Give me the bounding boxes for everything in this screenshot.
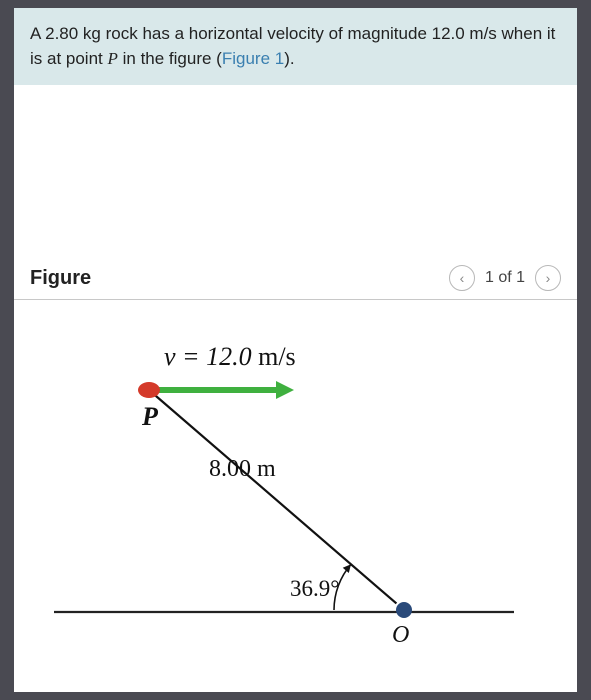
problem-text-suffix: ).: [284, 49, 294, 68]
distance-label: 8.00 m: [209, 456, 276, 483]
point-variable: P: [108, 49, 118, 68]
figure-pager: ‹ 1 of 1 ›: [449, 265, 561, 291]
pager-next-button[interactable]: ›: [535, 265, 561, 291]
velocity-value: 12.0: [206, 342, 252, 371]
figure-link[interactable]: Figure 1: [222, 49, 284, 68]
figure-header: Figure ‹ 1 of 1 ›: [14, 265, 577, 300]
problem-statement: A 2.80 kg rock has a horizontal velocity…: [14, 8, 577, 85]
angle-label: 36.9°: [290, 576, 339, 602]
velocity-label: v = 12.0 m/s: [164, 342, 296, 372]
problem-text-mid: in the figure (: [118, 49, 222, 68]
pager-prev-button[interactable]: ‹: [449, 265, 475, 291]
content-panel: A 2.80 kg rock has a horizontal velocity…: [14, 8, 577, 692]
velocity-unit: m/s: [258, 342, 296, 371]
pager-text: 1 of 1: [485, 269, 525, 287]
origin-label: O: [392, 622, 409, 649]
figure-title: Figure: [30, 267, 91, 290]
physics-diagram: v = 12.0 m/s P 8.00 m 36.9° O: [14, 300, 577, 660]
point-p-label: P: [142, 402, 158, 432]
